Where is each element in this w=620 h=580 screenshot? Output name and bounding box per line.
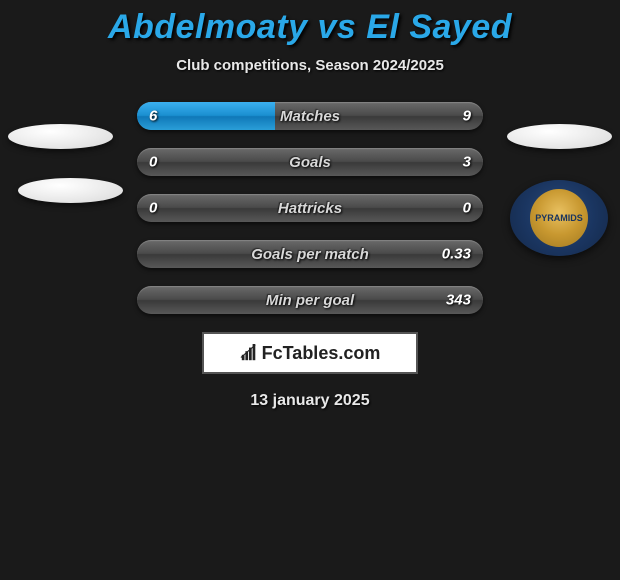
brand-box: FcTables.com bbox=[202, 332, 418, 374]
stat-value-right: 0 bbox=[463, 200, 471, 217]
stat-label: Goals bbox=[289, 154, 331, 171]
club-badge-inner: PYRAMIDS bbox=[530, 189, 588, 247]
team-right-club-badge: PYRAMIDS bbox=[510, 180, 608, 256]
stat-row: Goals 0 3 bbox=[137, 148, 483, 176]
stat-row: Hattricks 0 0 bbox=[137, 194, 483, 222]
stat-label: Hattricks bbox=[278, 200, 342, 217]
stat-label: Min per goal bbox=[266, 292, 354, 309]
subtitle: Club competitions, Season 2024/2025 bbox=[0, 57, 620, 74]
stat-label: Goals per match bbox=[251, 246, 369, 263]
stat-value-left: 0 bbox=[149, 200, 157, 217]
stat-value-left: 6 bbox=[149, 108, 157, 125]
stat-value-right: 9 bbox=[463, 108, 471, 125]
bar-chart-icon bbox=[240, 344, 258, 362]
date-text: 13 january 2025 bbox=[0, 392, 620, 410]
comparison-infographic: Abdelmoaty vs El Sayed Club competitions… bbox=[0, 0, 620, 410]
stat-label: Matches bbox=[280, 108, 340, 125]
team-left-badge-1 bbox=[8, 124, 113, 149]
stat-value-left: 0 bbox=[149, 154, 157, 171]
team-left-badge-2 bbox=[18, 178, 123, 203]
stat-value-right: 0.33 bbox=[442, 246, 471, 263]
stat-row: Matches 6 9 bbox=[137, 102, 483, 130]
brand-name: FcTables.com bbox=[262, 343, 381, 364]
stat-row: Goals per match 0.33 bbox=[137, 240, 483, 268]
page-title: Abdelmoaty vs El Sayed bbox=[0, 8, 620, 47]
stat-fill-left bbox=[137, 102, 275, 130]
stat-value-right: 3 bbox=[463, 154, 471, 171]
team-right-badge-1 bbox=[507, 124, 612, 149]
stat-value-right: 343 bbox=[446, 292, 471, 309]
stat-row: Min per goal 343 bbox=[137, 286, 483, 314]
